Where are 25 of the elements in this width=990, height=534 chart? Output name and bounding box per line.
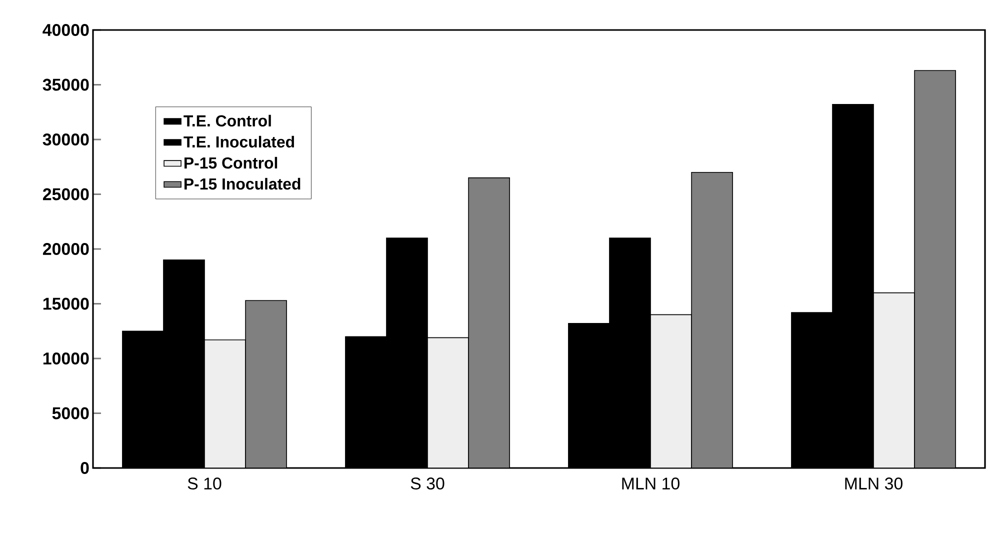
bar [914, 70, 956, 468]
y-tick-label: 15000 [43, 298, 89, 310]
y-tick-label: 25000 [42, 188, 89, 200]
x-tick-label: S 30 [410, 478, 444, 490]
bar [650, 314, 692, 468]
y-tick-label: 5000 [52, 407, 89, 420]
legend-label: T.E. Control [184, 114, 271, 127]
x-tick-label: MLN 10 [622, 478, 680, 490]
y-tick-label: 20000 [42, 243, 89, 255]
bar [245, 300, 287, 468]
y-tick-label: 0 [80, 462, 89, 474]
bar [468, 178, 510, 468]
y-tick-label: 10000 [43, 352, 89, 364]
x-tick-label: MLN 30 [845, 478, 902, 490]
y-tick-label: 35000 [42, 78, 89, 91]
bar [691, 172, 733, 468]
legend-label: T.E. Inoculated [184, 136, 294, 148]
bar [204, 339, 246, 468]
bar [428, 338, 469, 468]
legend-label: P-15 Control [184, 156, 278, 169]
y-tick-label: 40000 [42, 24, 89, 36]
x-tick-label: S 10 [188, 478, 222, 490]
bar [873, 292, 915, 468]
y-tick-label: 30000 [42, 133, 89, 146]
legend-label: P-15 Inoculated [184, 178, 300, 190]
